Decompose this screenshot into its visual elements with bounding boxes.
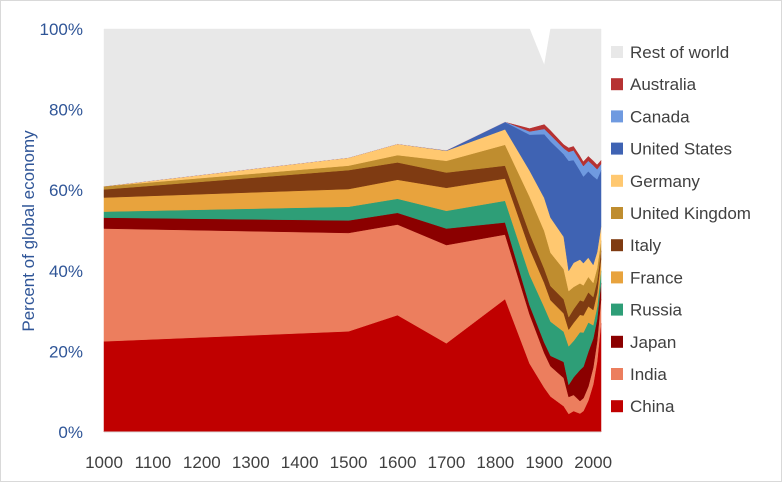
- legend-label-france: France: [630, 268, 683, 287]
- legend-label-china: China: [630, 397, 675, 416]
- legend-swatch-germany: [611, 174, 623, 187]
- y-tick-label: 20%: [49, 342, 83, 361]
- legend-label-germany: Germany: [630, 172, 700, 191]
- legend-swatch-united-states: [611, 142, 623, 155]
- x-tick-label: 1600: [379, 453, 417, 472]
- legend-swatch-france: [611, 271, 623, 284]
- y-tick-label: 100%: [40, 20, 83, 39]
- y-tick-label: 80%: [49, 101, 83, 120]
- series-areas: [103, 28, 602, 433]
- legend-swatch-india: [611, 368, 623, 380]
- legend-label-united-states: United States: [630, 140, 732, 159]
- x-tick-label: 1300: [232, 453, 270, 472]
- legend-swatch-russia: [611, 303, 623, 316]
- y-tick-label: 0%: [58, 423, 83, 442]
- legend: Rest of world Australia Canada United State…: [611, 43, 751, 416]
- y-axis-label: Percent of global economy: [19, 130, 38, 332]
- x-tick-label: 1400: [281, 453, 319, 472]
- legend-label-canada: Canada: [630, 107, 690, 126]
- area-rest-of-world: [103, 28, 602, 187]
- legend-label-rest-of-world: Rest of world: [630, 43, 729, 62]
- legend-label-russia: Russia: [630, 301, 683, 320]
- legend-label-japan: Japan: [630, 333, 676, 352]
- legend-swatch-italy: [611, 239, 623, 252]
- axes: 0% 20% 40% 60% 80% 100% 1000 1100 1200 1300 1400 15…: [40, 20, 613, 472]
- legend-swatch-australia: [611, 78, 623, 91]
- x-tick-label: 1200: [183, 453, 221, 472]
- y-tick-label: 60%: [49, 181, 83, 200]
- x-tick-label: 1700: [428, 453, 466, 472]
- legend-swatch-canada: [611, 110, 623, 123]
- x-tick-label: 2000: [574, 453, 612, 472]
- legend-swatch-japan: [611, 335, 623, 348]
- legend-label-india: India: [630, 365, 667, 384]
- x-tick-label: 1900: [525, 453, 563, 472]
- x-tick-label: 1800: [476, 453, 514, 472]
- legend-swatch-rest-of-world: [611, 46, 623, 58]
- legend-label-united-kingdom: United Kingdom: [630, 204, 751, 223]
- legend-swatch-united-kingdom: [611, 207, 623, 219]
- legend-label-australia: Australia: [630, 75, 697, 94]
- x-tick-label: 1000: [85, 453, 123, 472]
- legend-label-italy: Italy: [630, 236, 662, 255]
- x-tick-label: 1100: [135, 453, 172, 472]
- legend-swatch-china: [611, 400, 623, 413]
- x-tick-label: 1500: [330, 453, 368, 472]
- y-tick-label: 40%: [49, 262, 83, 281]
